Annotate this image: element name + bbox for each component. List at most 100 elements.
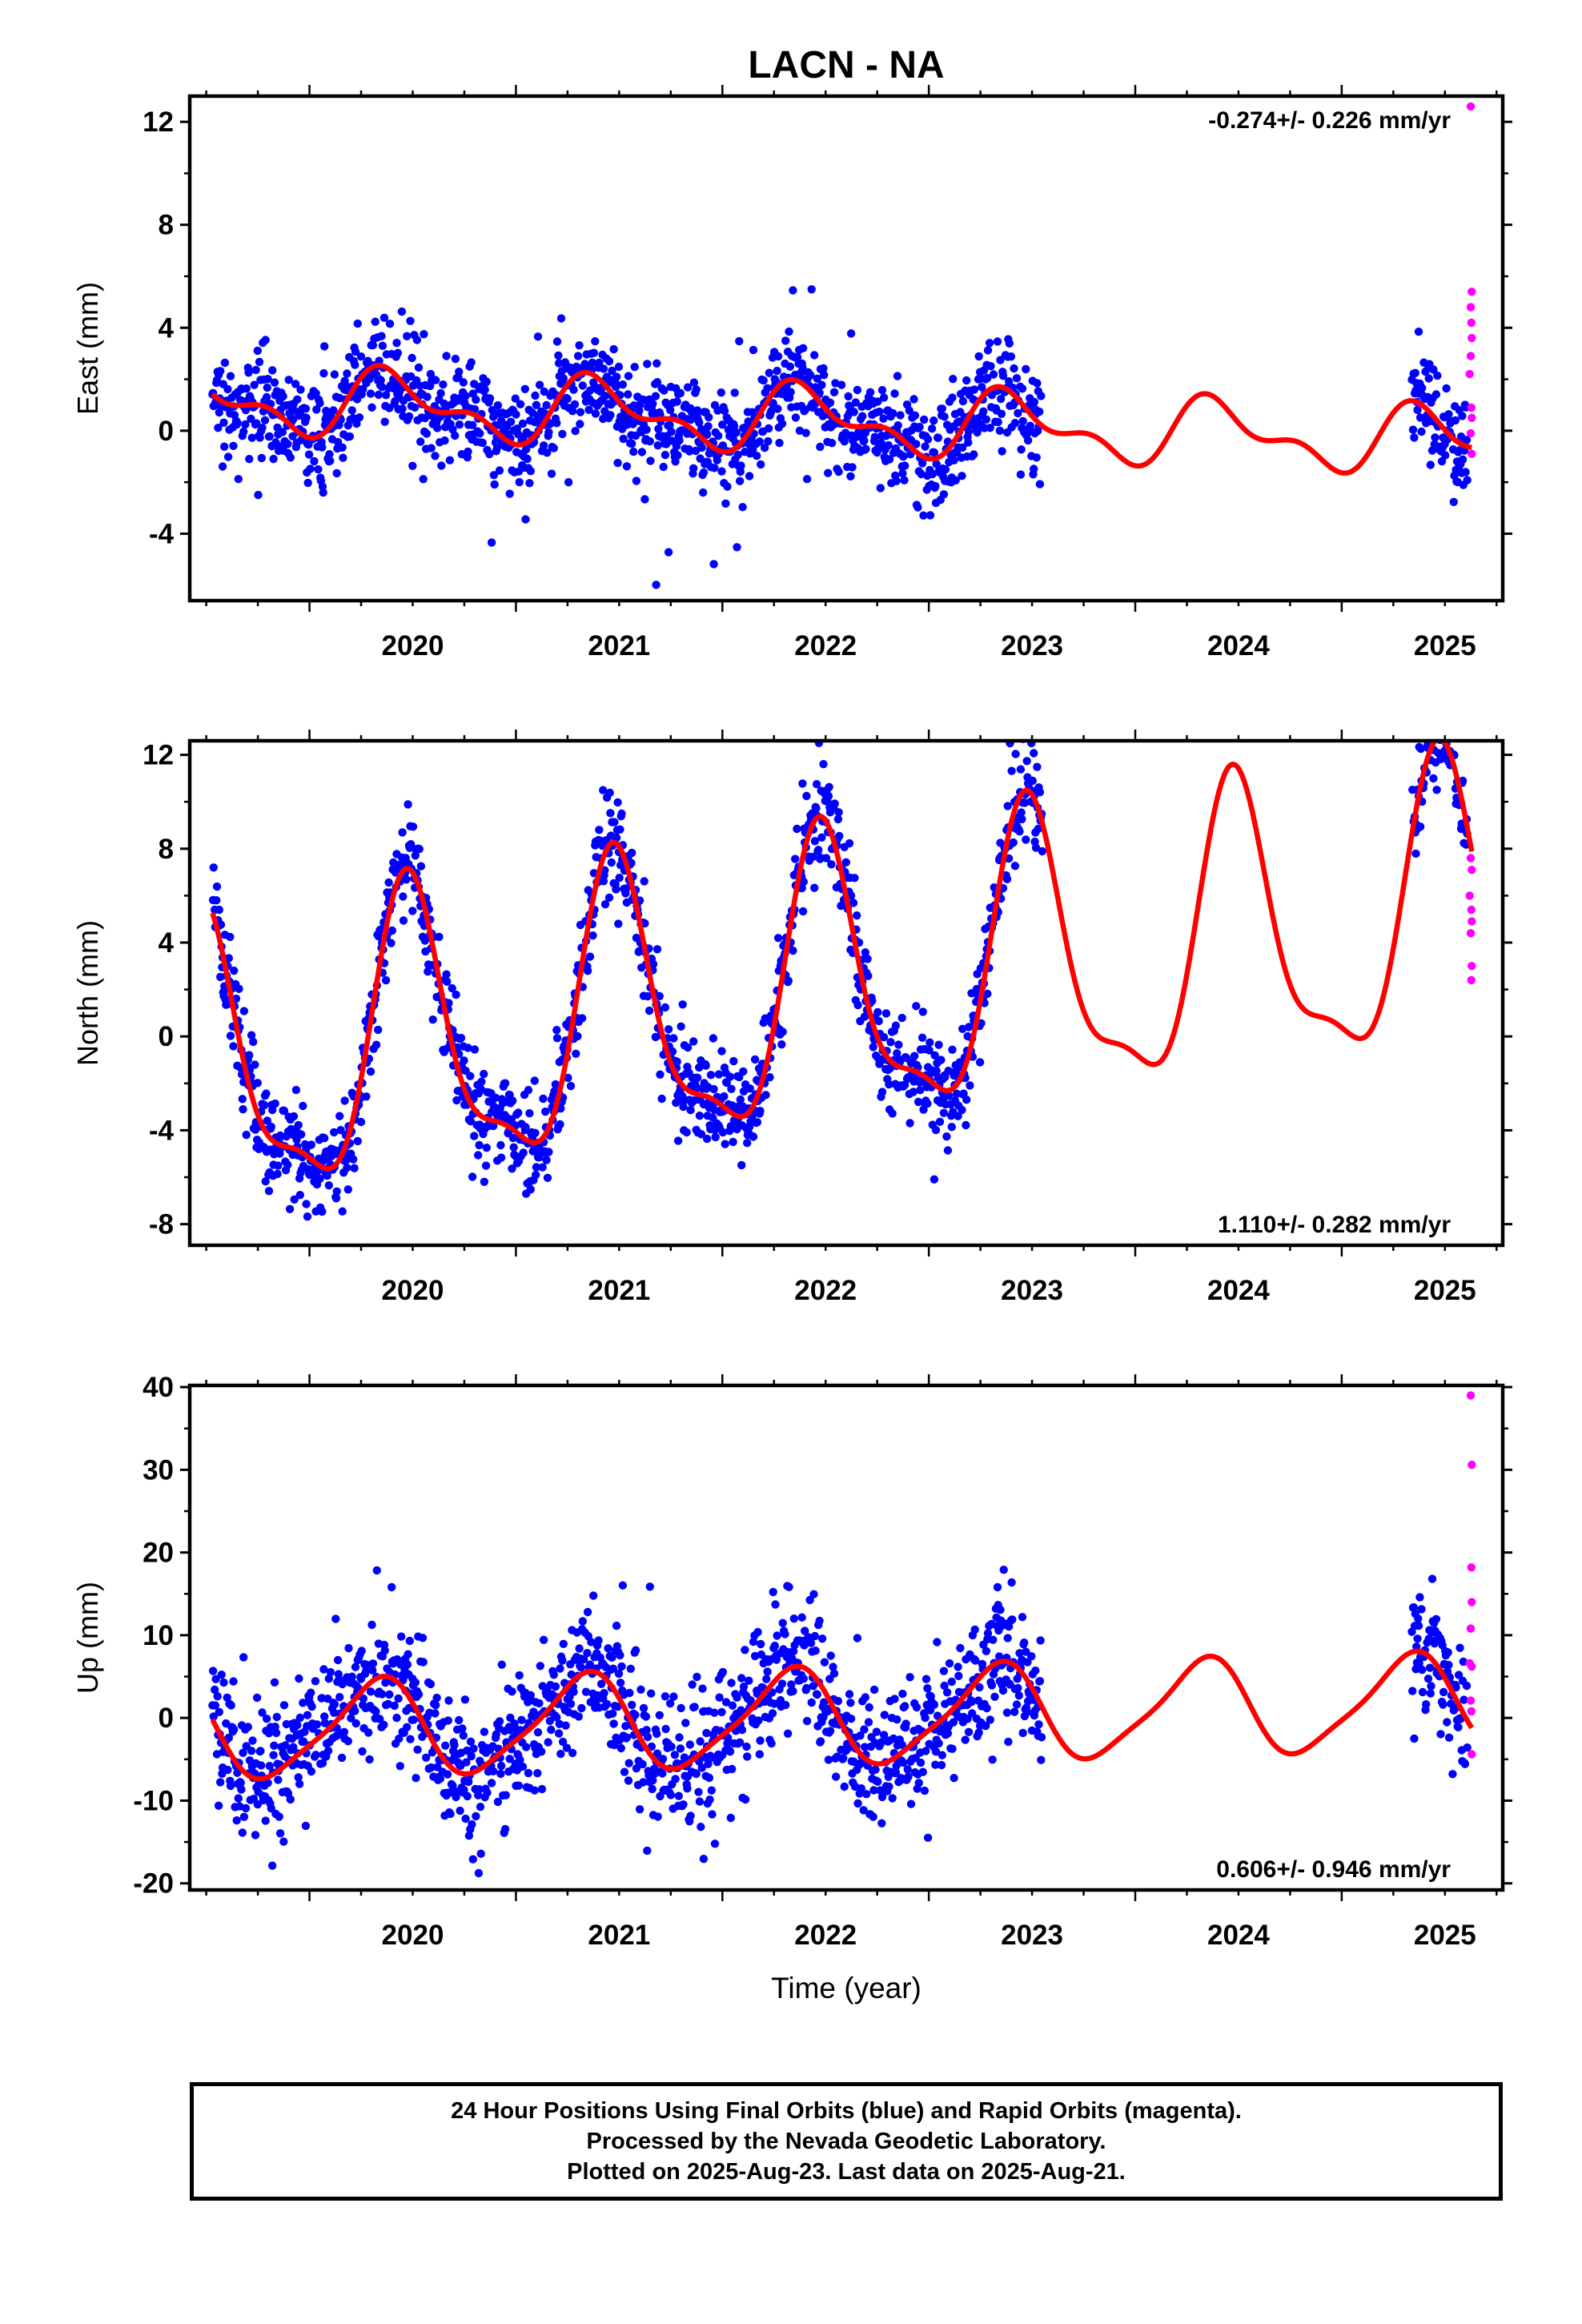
final-point [785, 1582, 793, 1591]
rapid-point [1468, 333, 1476, 343]
final-point [652, 378, 662, 387]
y-tick-label: 0 [159, 1703, 174, 1734]
final-point [255, 433, 264, 442]
final-point [909, 395, 918, 404]
final-point [419, 475, 428, 484]
final-point [624, 1759, 633, 1767]
final-point [263, 383, 271, 392]
final-point [705, 1773, 714, 1783]
final-point [247, 1031, 256, 1039]
final-point [743, 1752, 752, 1761]
final-point [646, 456, 655, 465]
final-point [609, 344, 618, 354]
final-point [693, 1073, 702, 1083]
final-point [1454, 717, 1462, 725]
final-point [651, 392, 661, 400]
final-point [1426, 1689, 1435, 1698]
final-point [263, 1116, 271, 1125]
rapid-point [1466, 1391, 1476, 1400]
final-point [727, 1084, 736, 1094]
final-point [338, 1207, 347, 1216]
final-point [575, 1644, 584, 1653]
final-point [987, 1681, 997, 1690]
final-point [381, 391, 391, 400]
final-point [284, 376, 293, 384]
rapid-point [1466, 102, 1476, 111]
final-point [403, 1723, 412, 1731]
final-point [896, 411, 905, 420]
final-point [661, 1003, 670, 1012]
final-point [631, 1646, 640, 1655]
final-point [392, 339, 401, 348]
final-point [880, 1711, 889, 1719]
rapid-point [1465, 369, 1474, 379]
final-point [367, 1620, 376, 1630]
final-point [773, 352, 783, 361]
final-point [476, 1849, 485, 1858]
final-point [1036, 1636, 1045, 1645]
final-point [717, 388, 725, 397]
final-point [536, 1662, 544, 1671]
final-point [923, 1833, 933, 1842]
final-point [620, 1767, 629, 1776]
final-point [930, 448, 939, 457]
final-point [844, 392, 853, 401]
final-point [483, 1788, 492, 1797]
final-point [771, 1600, 780, 1609]
final-point [365, 1755, 374, 1764]
final-point [605, 788, 614, 798]
final-point [251, 1060, 259, 1069]
final-point [764, 424, 773, 433]
final-point [485, 449, 494, 459]
final-point [577, 1014, 587, 1023]
final-point [254, 490, 263, 500]
final-point [689, 464, 698, 472]
final-point [681, 1719, 690, 1727]
final-point [860, 1725, 869, 1734]
final-point [982, 1703, 991, 1713]
final-point [910, 1051, 919, 1060]
final-point [932, 460, 941, 468]
final-point [1458, 412, 1467, 420]
final-point [330, 370, 339, 379]
rapid-point [1467, 318, 1476, 328]
chart-title: LACN - NA [748, 44, 944, 86]
final-point [701, 1061, 710, 1070]
final-point [358, 1747, 367, 1756]
final-point [270, 1741, 279, 1750]
final-point [332, 468, 341, 478]
final-point [496, 1153, 506, 1162]
final-point [721, 499, 730, 508]
final-point [618, 1581, 628, 1590]
final-point [1018, 814, 1026, 824]
final-point [285, 1204, 295, 1214]
final-point [695, 418, 704, 427]
final-point [1429, 365, 1438, 374]
final-point [690, 1703, 699, 1711]
final-point [872, 1727, 881, 1736]
final-point [343, 1737, 352, 1746]
final-point [1433, 724, 1441, 732]
final-point [274, 1775, 283, 1784]
final-point [679, 1800, 688, 1809]
final-point [475, 1140, 484, 1150]
final-point [654, 424, 663, 433]
plot-area [208, 1391, 1476, 1878]
final-point [675, 1733, 684, 1742]
final-point [638, 1759, 647, 1769]
final-point [1418, 1687, 1427, 1697]
rapid-point [1468, 1750, 1476, 1759]
final-point [519, 1148, 528, 1157]
final-point [552, 419, 561, 428]
rapid-point [1468, 917, 1476, 926]
final-point [451, 431, 460, 440]
final-point [948, 393, 957, 402]
final-point [816, 442, 825, 452]
final-orbit-points [208, 285, 1472, 589]
final-point [889, 409, 897, 418]
final-point [921, 1675, 931, 1683]
final-point [930, 1700, 939, 1709]
final-point [653, 441, 662, 450]
final-point [920, 415, 929, 424]
final-point [811, 1647, 820, 1655]
